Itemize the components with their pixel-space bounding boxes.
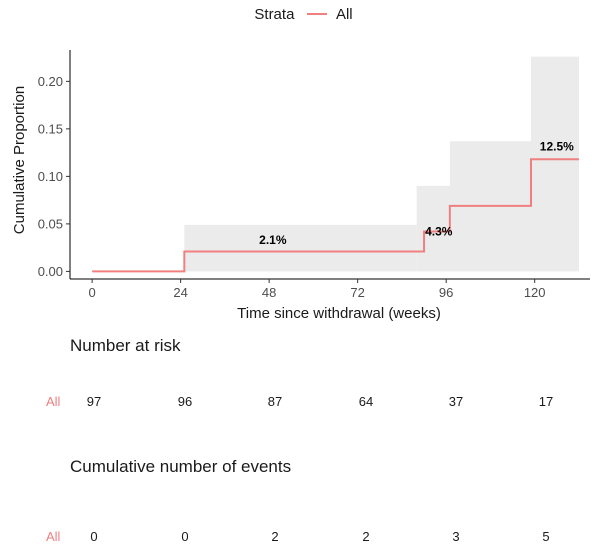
risk-value: 87 xyxy=(267,394,283,409)
y-tick-label: 0.00 xyxy=(38,264,63,279)
y-tick-label: 0.10 xyxy=(38,169,63,184)
x-tick-label: 72 xyxy=(350,285,364,300)
y-tick-label: 0.15 xyxy=(38,121,63,136)
legend-line-swatch xyxy=(306,12,327,15)
confidence-band-segment xyxy=(184,224,417,272)
events-value: 5 xyxy=(542,529,550,544)
confidence-band-segment xyxy=(530,56,579,272)
annotation-label: 2.1% xyxy=(259,233,287,247)
cumulative-incidence-chart: 2.1% 4.3% 12.5% 0.00 0.05 0.10 0.15 0.20 0 24 48 7… xyxy=(11,50,590,322)
risk-strata-label: All xyxy=(46,394,61,409)
annotation-label: 4.3% xyxy=(425,224,453,238)
x-axis-label: Time since withdrawal (weeks) xyxy=(237,305,441,322)
confidence-band xyxy=(184,56,579,272)
y-tick-label: 0.05 xyxy=(38,216,63,231)
events-value: 0 xyxy=(90,529,98,544)
events-strata-label: All xyxy=(46,529,61,544)
x-tick-label: 48 xyxy=(262,285,276,300)
series-step-line xyxy=(92,158,579,273)
series-line xyxy=(92,158,579,273)
risk-value: 96 xyxy=(177,394,193,409)
legend-title: Strata xyxy=(254,6,295,23)
events-value: 0 xyxy=(181,529,189,544)
risk-value: 64 xyxy=(358,394,374,409)
annotation-label: 12.5% xyxy=(540,140,574,154)
risk-value: 37 xyxy=(448,394,464,409)
y-axis-label: Cumulative Proportion xyxy=(11,86,28,234)
legend: Strata All xyxy=(0,6,607,23)
cumulative-events-title: Cumulative number of events xyxy=(70,457,292,476)
risk-value: 17 xyxy=(538,394,554,409)
events-value: 2 xyxy=(362,529,370,544)
events-value: 3 xyxy=(452,529,460,544)
x-tick-label: 96 xyxy=(439,285,453,300)
cumulative-events-row: All 0 0 2 2 3 5 xyxy=(0,529,607,549)
annotations: 2.1% 4.3% 12.5% xyxy=(259,140,574,247)
events-value: 2 xyxy=(271,529,279,544)
x-tick-label: 24 xyxy=(173,285,187,300)
number-at-risk-title: Number at risk xyxy=(70,336,181,355)
confidence-band-segment xyxy=(416,185,450,272)
axes: 0.00 0.05 0.10 0.15 0.20 0 24 48 72 96 120 xyxy=(38,50,590,300)
number-at-risk-row: All 97 96 87 64 37 17 xyxy=(0,394,607,414)
legend-entry: All xyxy=(335,6,353,23)
x-tick-label: 0 xyxy=(89,285,96,300)
x-tick-label: 120 xyxy=(524,285,546,300)
risk-value: 97 xyxy=(86,394,102,409)
y-tick-label: 0.20 xyxy=(38,74,63,89)
